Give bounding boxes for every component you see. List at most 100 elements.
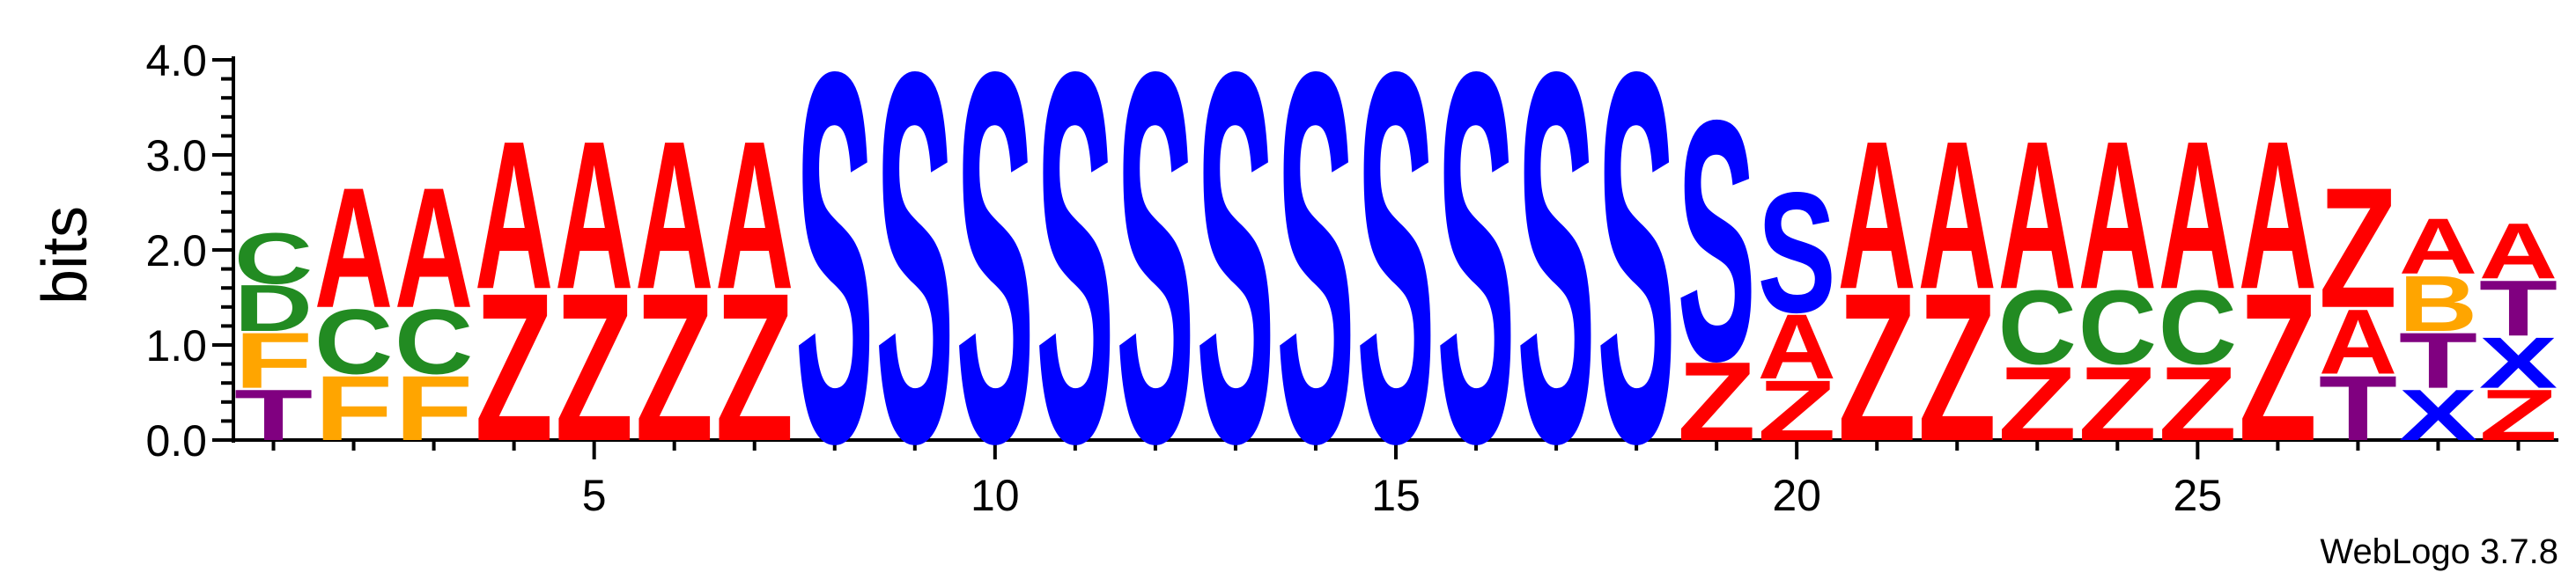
logo-letter-a: A (1758, 295, 1836, 398)
logo-column: S (1436, 0, 1515, 553)
y-axis: 0.0 1.0 2.0 3.0 4.0 (145, 36, 235, 466)
y-axis-label: bits (30, 206, 100, 305)
logo-letter-x: X (2479, 322, 2558, 404)
logo-column: ZA (555, 98, 633, 486)
logo-letter-s: S (1116, 0, 1194, 553)
logo-letter-c: C (2078, 268, 2157, 386)
logo-letter-z: Z (475, 250, 553, 486)
logo-letter-z: Z (2319, 151, 2397, 343)
logo-letter-z: Z (2479, 375, 2558, 456)
logo-column: S (1116, 0, 1194, 553)
logo-letter-s: S (1436, 0, 1515, 553)
logo-letter-z: Z (1678, 340, 1756, 465)
logo-letter-s: S (1356, 0, 1435, 553)
y-tick-label: 1.0 (145, 321, 207, 371)
logo-letter-a: A (2239, 98, 2317, 334)
logo-column: ZCA (2078, 98, 2157, 463)
logo-column: S (1036, 0, 1114, 553)
logo-letter-z: Z (1918, 250, 1997, 486)
logo-column: ZCA (1998, 98, 2077, 463)
logo-column: ZCA (2159, 98, 2237, 463)
logo-letter-z: Z (2078, 345, 2157, 463)
logo-letter-s: S (1276, 0, 1354, 553)
logo-letter-a: A (2319, 290, 2397, 393)
logo-column: S (795, 0, 874, 553)
logo-letter-a: A (715, 98, 793, 334)
logo-letter-a: A (2399, 202, 2477, 290)
logo-column: ZA (635, 98, 713, 486)
x-tick-label: 5 (582, 471, 607, 520)
logo-letter-a: A (2479, 207, 2558, 296)
x-tick-label: 15 (1371, 471, 1421, 520)
logo-column: S (1276, 0, 1354, 553)
logo-letter-f: F (234, 316, 313, 405)
logo-letter-t: T (2319, 356, 2397, 459)
x-tick-label: 10 (971, 471, 1020, 520)
logo-letter-s: S (1517, 0, 1595, 553)
logo-letter-c: C (395, 290, 473, 393)
logo-letter-a: A (314, 151, 393, 344)
logo-letter-z: Z (2239, 250, 2317, 486)
logo-letter-s: S (1036, 0, 1114, 553)
logo-letter-c: C (234, 218, 313, 299)
logo-letter-a: A (1838, 98, 1916, 334)
logo-letter-s: S (1678, 48, 1756, 432)
logo-letter-z: Z (635, 250, 713, 486)
logo-column: S (1196, 0, 1274, 553)
logo-letter-a: A (1918, 98, 1997, 334)
logo-letter-t: T (234, 375, 313, 456)
x-axis: 5 10 15 20 25 (232, 438, 2558, 520)
logo-column: S (875, 0, 954, 553)
y-tick-label: 4.0 (145, 36, 207, 85)
logo-letter-d: D (234, 271, 313, 345)
logo-letter-s: S (1758, 158, 1836, 349)
logo-letter-f: F (314, 356, 393, 459)
logo-column: S (1517, 0, 1595, 553)
logo-letter-a: A (1998, 98, 2077, 334)
y-tick-label: 2.0 (145, 226, 207, 275)
logo-letter-a: A (395, 151, 473, 344)
logo-letter-t: T (2399, 316, 2477, 405)
logo-letter-f: F (395, 356, 473, 459)
logo-letter-z: Z (1998, 345, 2077, 463)
logo-letter-b: B (2399, 259, 2477, 348)
logo-letter-s: S (956, 0, 1034, 553)
credit-text: WebLogo 3.7.8 (2320, 532, 2558, 571)
logo-column: ZA (1838, 98, 1916, 486)
logo-column: FCA (395, 151, 473, 459)
logo-column: S (956, 0, 1034, 553)
y-tick-label: 3.0 (145, 131, 207, 180)
logo-letter-a: A (2078, 98, 2157, 334)
logo-letter-z: Z (2159, 345, 2237, 463)
logo-letter-c: C (2159, 268, 2237, 386)
logo-letter-a: A (635, 98, 713, 334)
logo-letter-a: A (555, 98, 633, 334)
logo-column: FCA (314, 151, 393, 459)
x-tick-label: 25 (2174, 471, 2223, 520)
logo-column: ZA (2239, 98, 2317, 486)
logo-letter-t: T (2479, 264, 2558, 353)
logo-column: ZAS (1758, 158, 1836, 459)
logo-letter-a: A (2159, 98, 2237, 334)
logo-column: ZA (1918, 98, 1997, 486)
logo-letter-s: S (1597, 0, 1675, 553)
y-tick-label: 0.0 (145, 416, 207, 466)
logo-letter-x: X (2399, 374, 2477, 456)
logo-letter-s: S (1196, 0, 1274, 553)
logo-letter-s: S (795, 0, 874, 553)
logo-letter-z: Z (1758, 363, 1836, 459)
logo-column: ZA (715, 98, 793, 486)
x-tick-label: 20 (1772, 471, 1821, 520)
logo-column: ZA (475, 98, 553, 486)
logo-letter-z: Z (1838, 250, 1916, 486)
logo-letter-a: A (475, 98, 553, 334)
logo-column: S (1597, 0, 1675, 553)
logo-column: ZS (1678, 48, 1756, 465)
logo-letter-z: Z (555, 250, 633, 486)
logo-letter-c: C (1998, 268, 2077, 386)
